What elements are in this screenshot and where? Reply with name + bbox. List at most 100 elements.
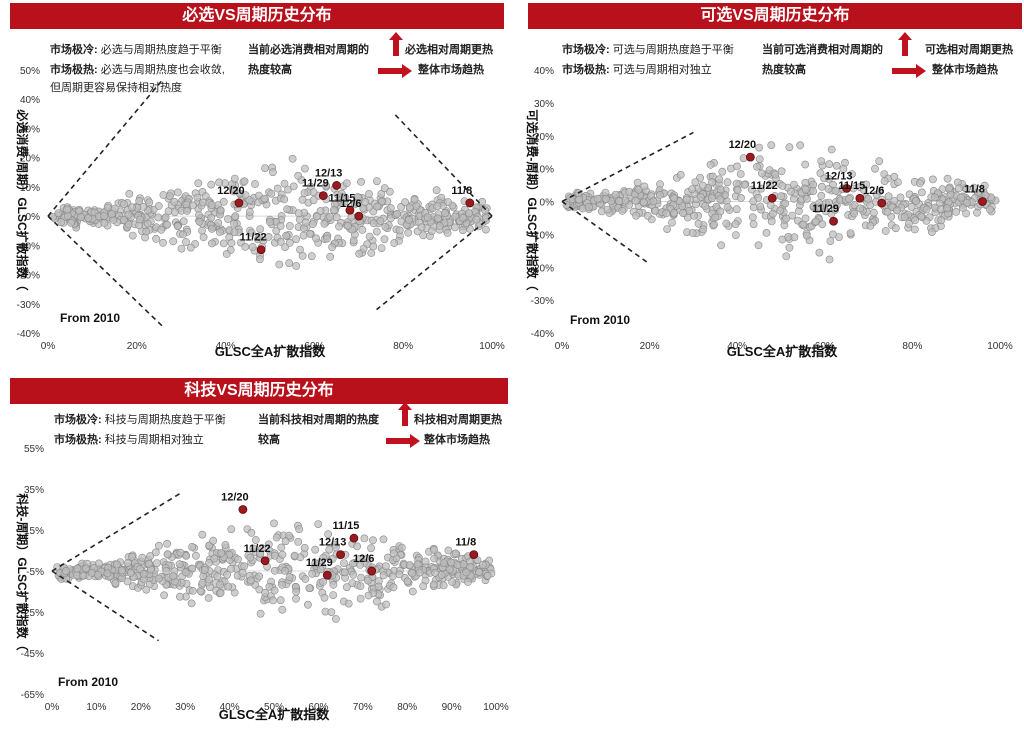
scatter-point <box>585 203 593 212</box>
hint-current: 当前可选消费相对周期的 <box>762 44 883 56</box>
scatter-point <box>204 575 213 584</box>
scatter-point <box>124 210 133 219</box>
scatter-point <box>632 211 640 220</box>
scatter-point <box>827 145 836 154</box>
x-tick-label: 30% <box>175 702 195 713</box>
from-label: From 2010 <box>60 311 120 325</box>
y-tick-label: -45% <box>21 649 44 660</box>
scatter-point <box>917 212 926 221</box>
scatter-point <box>481 214 490 222</box>
x-tick-label: 0% <box>45 702 60 713</box>
note-hot-label: 市场极热: <box>50 64 98 76</box>
scatter-point <box>404 216 413 224</box>
scatter-point <box>377 244 386 252</box>
scatter-point <box>294 209 303 218</box>
highlight-point <box>238 505 248 514</box>
scatter-point <box>261 588 270 597</box>
scatter-point <box>846 229 855 237</box>
scatter-point <box>831 205 839 214</box>
scatter-point <box>328 554 337 563</box>
scatter-point <box>305 229 314 238</box>
scatter-point <box>930 193 939 202</box>
scatter-point <box>275 260 284 269</box>
scatter-point <box>943 174 952 183</box>
scatter-point <box>790 233 799 242</box>
arrow-right-icon <box>386 434 420 448</box>
scatter-point <box>458 226 467 235</box>
scatter-point <box>815 248 824 257</box>
scatter-point <box>381 222 390 231</box>
scatter-point <box>696 193 705 201</box>
scatter-point <box>413 560 422 569</box>
scatter-point <box>767 217 776 226</box>
scatter-point <box>856 204 865 213</box>
scatter-point <box>755 155 764 163</box>
scatter-point <box>276 596 285 605</box>
scatter-point <box>716 185 725 194</box>
scatter-point <box>634 185 643 194</box>
note-cold: 市场极冷: 科技与周期热度趋于平衡 <box>54 412 226 429</box>
scatter-point <box>198 530 207 539</box>
scatter-point <box>688 229 697 237</box>
highlight-point <box>465 198 475 208</box>
scatter-point <box>217 549 226 557</box>
scatter-point <box>292 587 300 596</box>
scatter-point <box>768 209 777 218</box>
scatter-point <box>312 212 321 221</box>
x-tick-label: 60% <box>815 341 835 352</box>
scatter-point <box>430 546 438 554</box>
scatter-point <box>958 203 967 212</box>
scatter-point <box>213 572 222 581</box>
scatter-point <box>76 213 85 222</box>
y-tick-label: 10% <box>20 183 40 194</box>
scatter-point <box>809 187 818 195</box>
scatter-point <box>328 243 336 252</box>
panel-discretionary-vs-cyclical: 可选VS周期历史分布 -40% -30% -20% -10% 0% 10% 20% 30% 40… <box>512 0 1024 370</box>
scatter-point <box>952 207 961 216</box>
hint-right: 整体市场趋热 <box>932 64 998 76</box>
scatter-point <box>227 525 236 534</box>
scatter-point <box>911 216 919 225</box>
scatter-point <box>301 218 310 227</box>
scatter-point <box>154 574 163 583</box>
scatter-point <box>277 543 286 552</box>
scatter-point <box>299 231 308 240</box>
scatter-point <box>777 167 786 176</box>
y-tick-label: 20% <box>20 154 40 165</box>
scatter-point <box>358 225 367 234</box>
scatter-point <box>380 235 389 244</box>
scatter-point <box>364 576 372 585</box>
scatter-point <box>300 164 309 173</box>
x-tick-label: 90% <box>442 702 462 713</box>
scatter-point <box>176 548 185 557</box>
scatter-point <box>372 177 381 186</box>
scatter-point <box>408 587 417 596</box>
scatter-point <box>360 534 369 543</box>
note-hot-label: 市场极热: <box>54 434 102 446</box>
arrow-up-icon <box>389 32 403 56</box>
x-tick-label: 20% <box>127 341 147 352</box>
scatter-point <box>801 214 810 223</box>
scatter-point <box>207 224 216 233</box>
scatter-point <box>261 164 269 172</box>
y-tick-label: -40% <box>531 329 554 340</box>
scatter-point <box>82 564 90 573</box>
arrow-up-icon <box>898 32 912 56</box>
scatter-point <box>268 168 277 177</box>
scatter-point <box>124 220 133 229</box>
scatter-point <box>722 219 731 228</box>
scatter-point <box>405 561 414 570</box>
scatter-point <box>207 213 216 222</box>
scatter-point <box>300 189 309 197</box>
scatter-point <box>367 544 375 553</box>
scatter-point <box>796 141 805 150</box>
scatter-point <box>230 228 239 236</box>
scatter-point <box>848 170 856 178</box>
x-tick-label: 0% <box>41 341 56 352</box>
scatter-point <box>732 179 741 188</box>
scatter-point <box>481 206 489 215</box>
scatter-point <box>980 181 989 190</box>
scatter-point <box>292 594 300 603</box>
scatter-point <box>191 551 200 560</box>
scatter-point <box>883 207 892 216</box>
